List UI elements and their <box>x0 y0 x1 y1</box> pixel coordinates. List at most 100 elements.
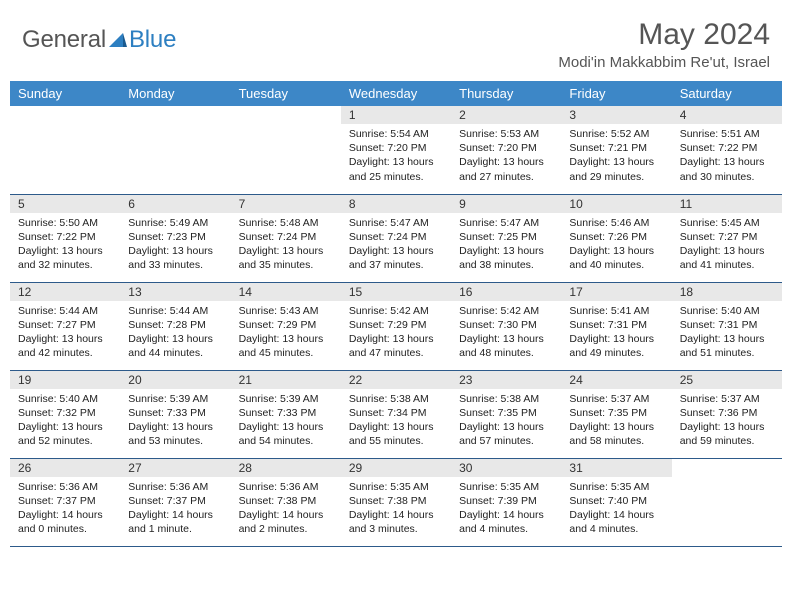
day-number: 21 <box>231 371 341 389</box>
calendar-day-cell: 19Sunrise: 5:40 AMSunset: 7:32 PMDayligh… <box>10 370 120 458</box>
day-number: 24 <box>561 371 671 389</box>
calendar-day-cell <box>10 106 120 194</box>
day-number: 16 <box>451 283 561 301</box>
day-sun-data: Sunrise: 5:54 AMSunset: 7:20 PMDaylight:… <box>341 124 451 186</box>
day-sun-data: Sunrise: 5:35 AMSunset: 7:38 PMDaylight:… <box>341 477 451 539</box>
day-sun-data: Sunrise: 5:47 AMSunset: 7:25 PMDaylight:… <box>451 213 561 275</box>
day-sun-data: Sunrise: 5:35 AMSunset: 7:40 PMDaylight:… <box>561 477 671 539</box>
calendar-day-cell: 5Sunrise: 5:50 AMSunset: 7:22 PMDaylight… <box>10 194 120 282</box>
day-sun-data: Sunrise: 5:36 AMSunset: 7:38 PMDaylight:… <box>231 477 341 539</box>
day-sun-data: Sunrise: 5:36 AMSunset: 7:37 PMDaylight:… <box>10 477 120 539</box>
day-sun-data: Sunrise: 5:45 AMSunset: 7:27 PMDaylight:… <box>672 213 782 275</box>
day-number: 2 <box>451 106 561 124</box>
day-sun-data: Sunrise: 5:38 AMSunset: 7:34 PMDaylight:… <box>341 389 451 451</box>
calendar-day-cell: 7Sunrise: 5:48 AMSunset: 7:24 PMDaylight… <box>231 194 341 282</box>
day-number: 13 <box>120 283 230 301</box>
day-number: 8 <box>341 195 451 213</box>
day-number: 5 <box>10 195 120 213</box>
day-number: 29 <box>341 459 451 477</box>
day-sun-data: Sunrise: 5:39 AMSunset: 7:33 PMDaylight:… <box>231 389 341 451</box>
calendar-day-cell: 15Sunrise: 5:42 AMSunset: 7:29 PMDayligh… <box>341 282 451 370</box>
day-number: 6 <box>120 195 230 213</box>
calendar-day-cell: 6Sunrise: 5:49 AMSunset: 7:23 PMDaylight… <box>120 194 230 282</box>
brand-part1: General <box>22 26 106 54</box>
day-number: 12 <box>10 283 120 301</box>
calendar-week-row: 5Sunrise: 5:50 AMSunset: 7:22 PMDaylight… <box>10 194 782 282</box>
day-sun-data: Sunrise: 5:36 AMSunset: 7:37 PMDaylight:… <box>120 477 230 539</box>
calendar-day-cell: 18Sunrise: 5:40 AMSunset: 7:31 PMDayligh… <box>672 282 782 370</box>
day-sun-data: Sunrise: 5:53 AMSunset: 7:20 PMDaylight:… <box>451 124 561 186</box>
brand-triangle-icon <box>109 31 127 47</box>
calendar-day-cell: 9Sunrise: 5:47 AMSunset: 7:25 PMDaylight… <box>451 194 561 282</box>
day-number: 17 <box>561 283 671 301</box>
calendar-day-cell: 25Sunrise: 5:37 AMSunset: 7:36 PMDayligh… <box>672 370 782 458</box>
day-number: 14 <box>231 283 341 301</box>
day-sun-data: Sunrise: 5:44 AMSunset: 7:28 PMDaylight:… <box>120 301 230 363</box>
calendar-day-cell: 10Sunrise: 5:46 AMSunset: 7:26 PMDayligh… <box>561 194 671 282</box>
calendar-day-cell <box>120 106 230 194</box>
day-number: 28 <box>231 459 341 477</box>
brand-logo: General Blue <box>22 18 176 54</box>
weekday-header: Thursday <box>451 81 561 106</box>
calendar-day-cell: 14Sunrise: 5:43 AMSunset: 7:29 PMDayligh… <box>231 282 341 370</box>
calendar-day-cell: 21Sunrise: 5:39 AMSunset: 7:33 PMDayligh… <box>231 370 341 458</box>
calendar-day-cell: 29Sunrise: 5:35 AMSunset: 7:38 PMDayligh… <box>341 458 451 546</box>
day-number: 27 <box>120 459 230 477</box>
weekday-header: Monday <box>120 81 230 106</box>
day-number: 26 <box>10 459 120 477</box>
weekday-header: Wednesday <box>341 81 451 106</box>
calendar-day-cell: 4Sunrise: 5:51 AMSunset: 7:22 PMDaylight… <box>672 106 782 194</box>
day-number: 9 <box>451 195 561 213</box>
calendar-week-row: 1Sunrise: 5:54 AMSunset: 7:20 PMDaylight… <box>10 106 782 194</box>
day-number: 3 <box>561 106 671 124</box>
calendar-day-cell: 17Sunrise: 5:41 AMSunset: 7:31 PMDayligh… <box>561 282 671 370</box>
day-number: 4 <box>672 106 782 124</box>
title-block: May 2024 Modi'in Makkabbim Re'ut, Israel <box>558 18 770 71</box>
day-sun-data: Sunrise: 5:52 AMSunset: 7:21 PMDaylight:… <box>561 124 671 186</box>
calendar-day-cell: 1Sunrise: 5:54 AMSunset: 7:20 PMDaylight… <box>341 106 451 194</box>
day-number: 30 <box>451 459 561 477</box>
day-sun-data: Sunrise: 5:49 AMSunset: 7:23 PMDaylight:… <box>120 213 230 275</box>
day-number: 19 <box>10 371 120 389</box>
weekday-header: Saturday <box>672 81 782 106</box>
calendar-table: SundayMondayTuesdayWednesdayThursdayFrid… <box>10 81 782 547</box>
calendar-day-cell: 22Sunrise: 5:38 AMSunset: 7:34 PMDayligh… <box>341 370 451 458</box>
calendar-day-cell: 11Sunrise: 5:45 AMSunset: 7:27 PMDayligh… <box>672 194 782 282</box>
day-number: 1 <box>341 106 451 124</box>
weekday-header: Tuesday <box>231 81 341 106</box>
month-title: May 2024 <box>558 18 770 52</box>
header: General Blue May 2024 Modi'in Makkabbim … <box>0 0 792 75</box>
calendar-week-row: 26Sunrise: 5:36 AMSunset: 7:37 PMDayligh… <box>10 458 782 546</box>
day-sun-data: Sunrise: 5:38 AMSunset: 7:35 PMDaylight:… <box>451 389 561 451</box>
calendar-day-cell: 16Sunrise: 5:42 AMSunset: 7:30 PMDayligh… <box>451 282 561 370</box>
weekday-header: Friday <box>561 81 671 106</box>
day-sun-data: Sunrise: 5:43 AMSunset: 7:29 PMDaylight:… <box>231 301 341 363</box>
calendar-day-cell <box>672 458 782 546</box>
day-sun-data: Sunrise: 5:37 AMSunset: 7:36 PMDaylight:… <box>672 389 782 451</box>
day-sun-data: Sunrise: 5:40 AMSunset: 7:32 PMDaylight:… <box>10 389 120 451</box>
calendar-day-cell: 26Sunrise: 5:36 AMSunset: 7:37 PMDayligh… <box>10 458 120 546</box>
calendar-day-cell: 13Sunrise: 5:44 AMSunset: 7:28 PMDayligh… <box>120 282 230 370</box>
weekday-header: Sunday <box>10 81 120 106</box>
calendar-day-cell: 2Sunrise: 5:53 AMSunset: 7:20 PMDaylight… <box>451 106 561 194</box>
weekday-header-row: SundayMondayTuesdayWednesdayThursdayFrid… <box>10 81 782 106</box>
day-sun-data: Sunrise: 5:46 AMSunset: 7:26 PMDaylight:… <box>561 213 671 275</box>
day-sun-data: Sunrise: 5:50 AMSunset: 7:22 PMDaylight:… <box>10 213 120 275</box>
location-label: Modi'in Makkabbim Re'ut, Israel <box>558 54 770 71</box>
day-sun-data: Sunrise: 5:41 AMSunset: 7:31 PMDaylight:… <box>561 301 671 363</box>
day-number: 10 <box>561 195 671 213</box>
calendar-body: 1Sunrise: 5:54 AMSunset: 7:20 PMDaylight… <box>10 106 782 546</box>
brand-part2: Blue <box>129 26 176 54</box>
calendar-day-cell: 30Sunrise: 5:35 AMSunset: 7:39 PMDayligh… <box>451 458 561 546</box>
day-number: 11 <box>672 195 782 213</box>
calendar-day-cell: 8Sunrise: 5:47 AMSunset: 7:24 PMDaylight… <box>341 194 451 282</box>
day-number: 25 <box>672 371 782 389</box>
calendar-day-cell: 28Sunrise: 5:36 AMSunset: 7:38 PMDayligh… <box>231 458 341 546</box>
day-sun-data: Sunrise: 5:48 AMSunset: 7:24 PMDaylight:… <box>231 213 341 275</box>
day-number: 20 <box>120 371 230 389</box>
calendar-week-row: 19Sunrise: 5:40 AMSunset: 7:32 PMDayligh… <box>10 370 782 458</box>
calendar-day-cell: 23Sunrise: 5:38 AMSunset: 7:35 PMDayligh… <box>451 370 561 458</box>
day-sun-data: Sunrise: 5:39 AMSunset: 7:33 PMDaylight:… <box>120 389 230 451</box>
calendar-day-cell: 31Sunrise: 5:35 AMSunset: 7:40 PMDayligh… <box>561 458 671 546</box>
calendar-week-row: 12Sunrise: 5:44 AMSunset: 7:27 PMDayligh… <box>10 282 782 370</box>
